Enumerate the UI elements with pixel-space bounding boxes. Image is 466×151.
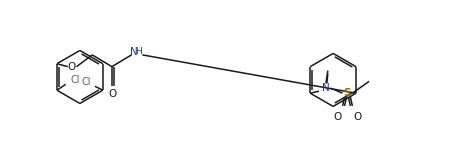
Text: H: H: [135, 47, 142, 56]
Text: S: S: [344, 88, 351, 98]
Text: Cl: Cl: [71, 75, 80, 85]
Text: N: N: [322, 83, 330, 93]
Text: O: O: [353, 112, 362, 122]
Text: O: O: [334, 112, 342, 122]
Text: Cl: Cl: [81, 77, 91, 87]
Text: N: N: [130, 47, 137, 57]
Text: O: O: [68, 62, 76, 72]
Text: O: O: [109, 89, 117, 99]
